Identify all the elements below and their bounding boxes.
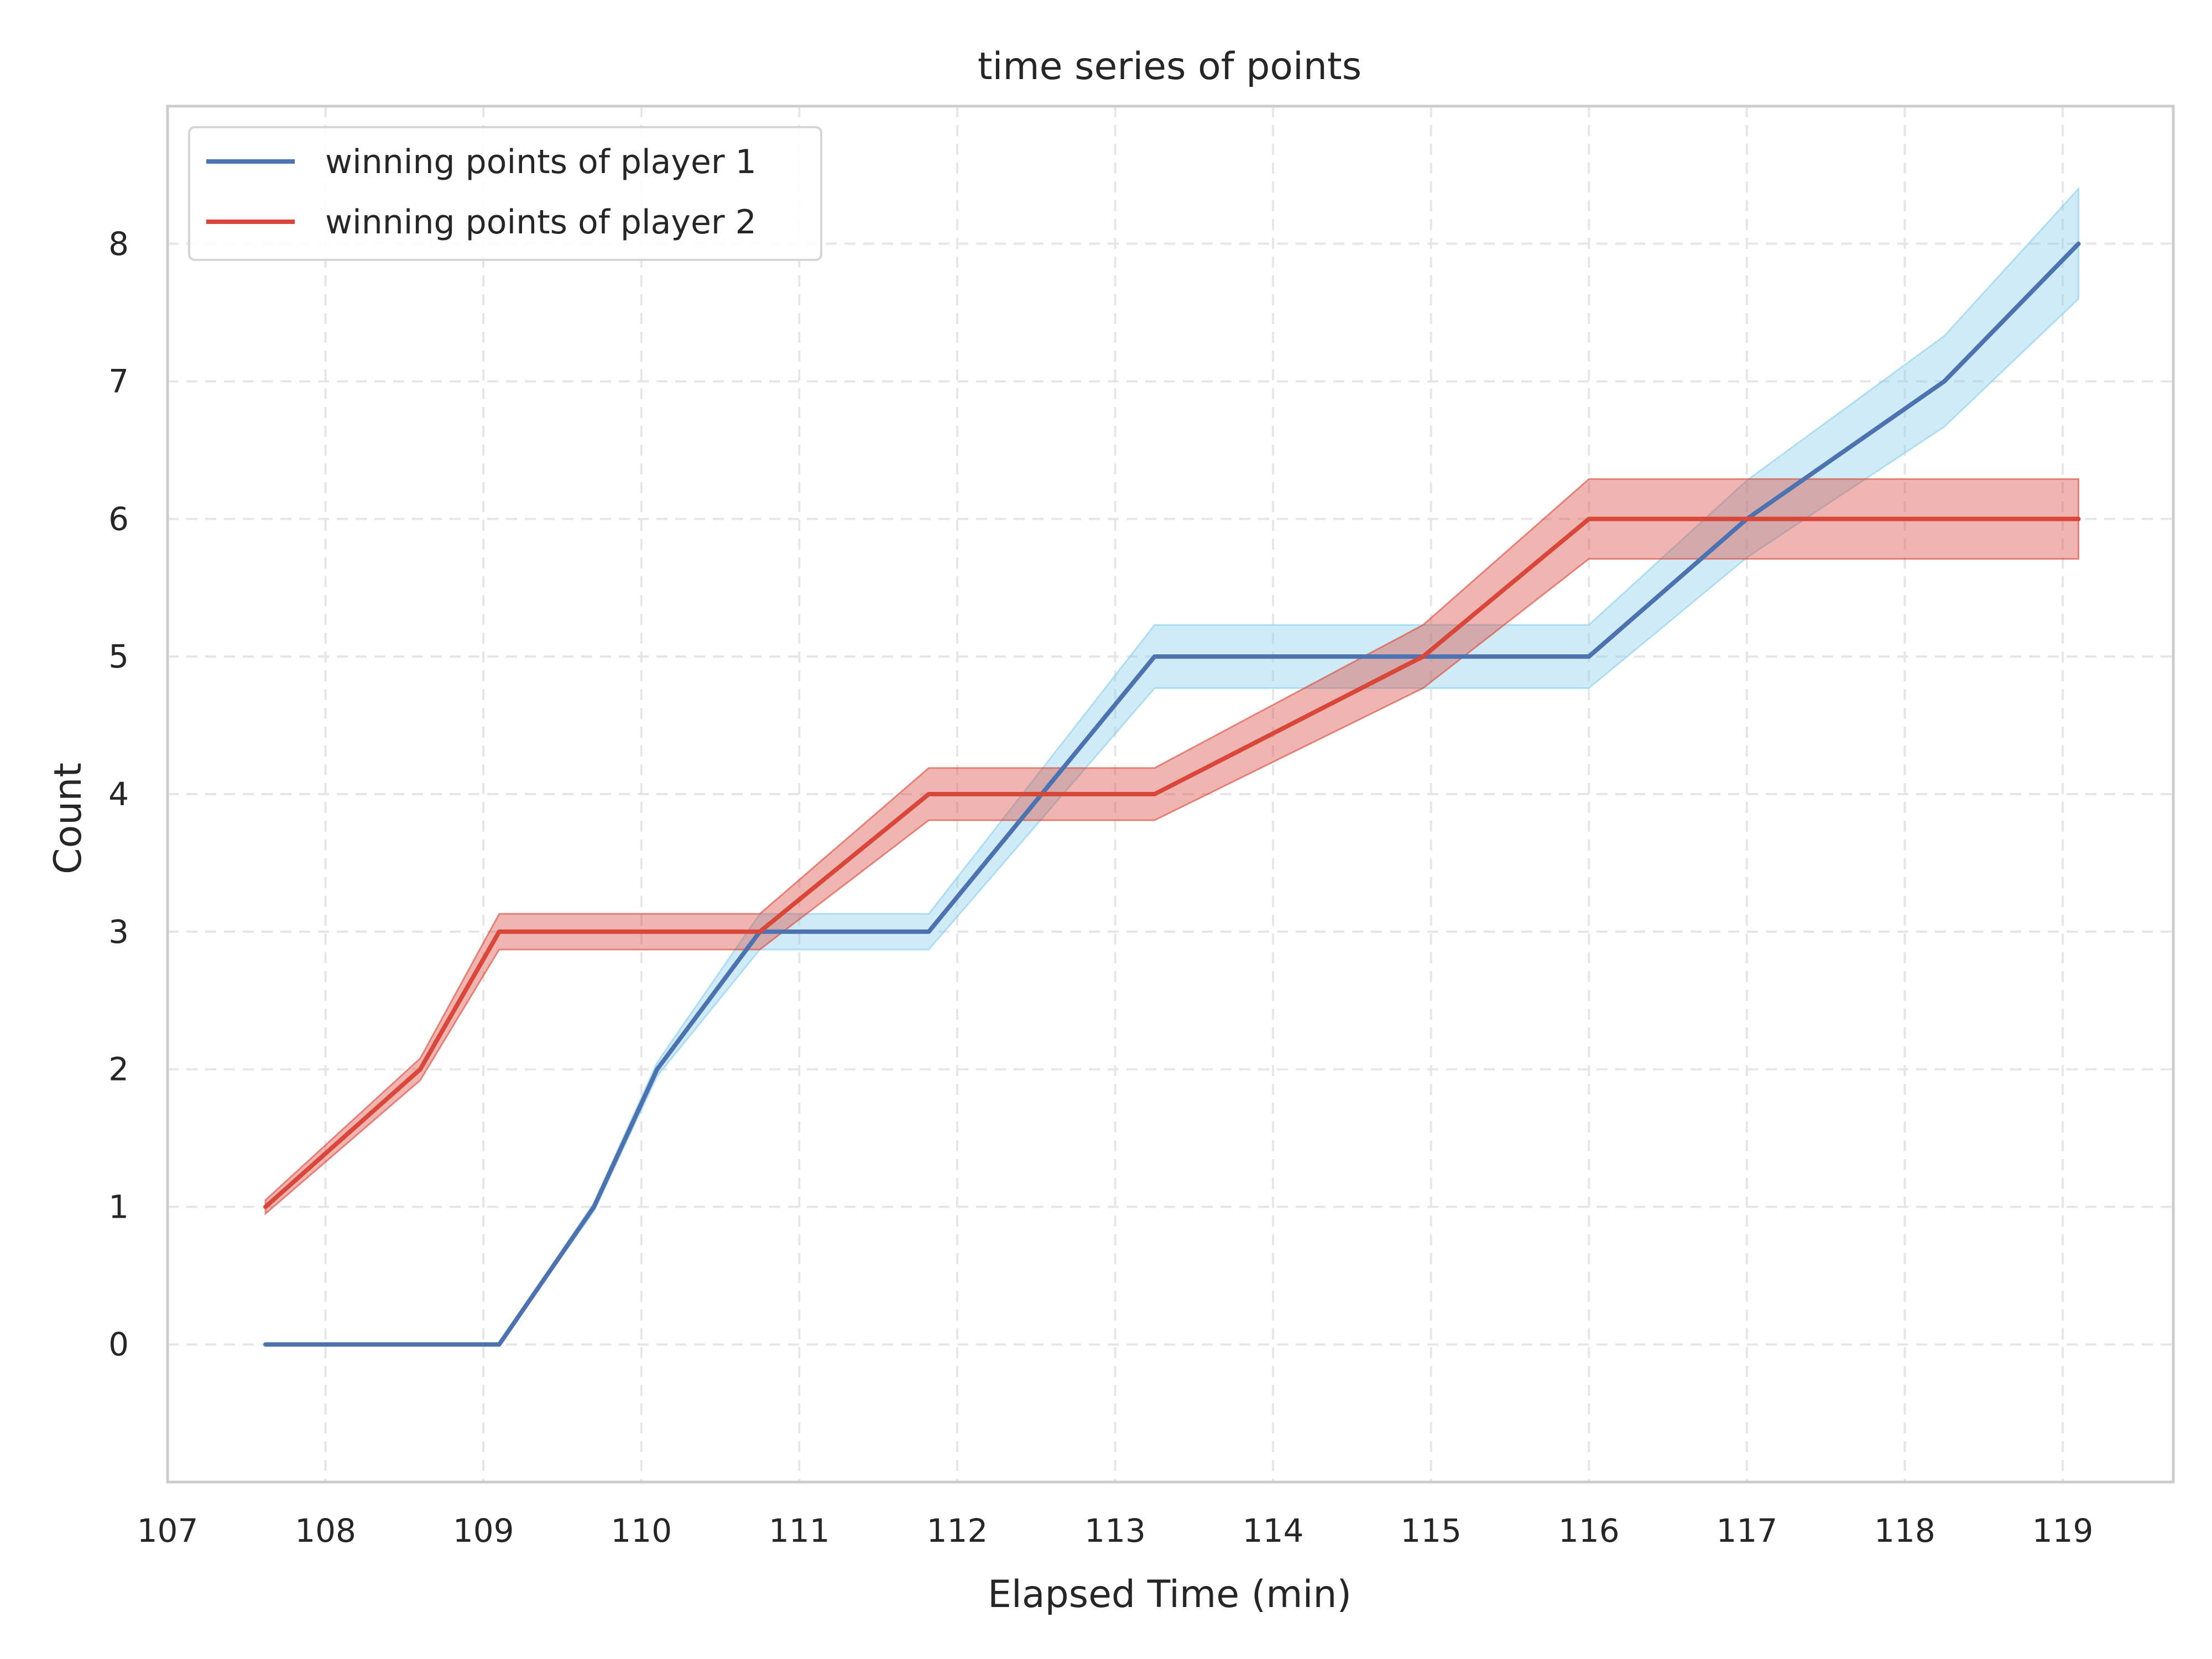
x-tick-label-108: 108 [295, 1512, 356, 1550]
confidence-bands [264, 186, 2080, 1345]
y-axis-title: Count [46, 763, 90, 874]
x-tick-label-112: 112 [927, 1512, 988, 1550]
y-tick-label-2: 2 [108, 1051, 129, 1088]
y-tick-label-5: 5 [108, 638, 129, 675]
x-tick-label-110: 110 [611, 1512, 672, 1550]
chart-title: time series of points [978, 45, 1361, 88]
x-tick-label-114: 114 [1243, 1512, 1304, 1550]
plot-area-frame [166, 105, 2175, 1484]
y-tick-label-0: 0 [108, 1326, 129, 1363]
series-lines [263, 241, 2081, 1347]
legend-box [188, 126, 822, 261]
y-tick-label-4: 4 [108, 775, 129, 813]
legend: winning points of player 1 winning point… [188, 126, 822, 261]
x-axis-title: Elapsed Time (min) [988, 1573, 1352, 1616]
legend-label-player-1: winning points of player 1 [325, 143, 757, 181]
y-tick-label-6: 6 [108, 500, 129, 538]
x-tick-label-118: 118 [1874, 1512, 1936, 1550]
x-tick-label-111: 111 [769, 1512, 830, 1550]
x-tick-label-113: 113 [1084, 1512, 1146, 1550]
confidence-band-player-2 [264, 478, 2080, 1216]
y-tick-label-1: 1 [108, 1188, 129, 1225]
x-tick-label-117: 117 [1717, 1512, 1778, 1550]
x-tick-labels: 107 108 109 110 111 112 113 114 115 116 117 118 119 [137, 1512, 2094, 1550]
legend-label-player-2: winning points of player 2 [325, 203, 757, 242]
series-line-player-2 [263, 517, 2081, 1209]
x-tick-label-119: 119 [2032, 1512, 2094, 1550]
x-tick-label-115: 115 [1400, 1512, 1462, 1550]
x-tick-label-107: 107 [137, 1512, 199, 1550]
x-tick-label-109: 109 [453, 1512, 514, 1550]
y-tick-label-3: 3 [108, 913, 129, 951]
y-tick-label-8: 8 [108, 225, 129, 263]
x-tick-label-116: 116 [1558, 1512, 1620, 1550]
y-tick-labels: 0 1 2 3 4 5 6 7 8 [108, 225, 129, 1363]
y-tick-label-7: 7 [108, 363, 129, 400]
